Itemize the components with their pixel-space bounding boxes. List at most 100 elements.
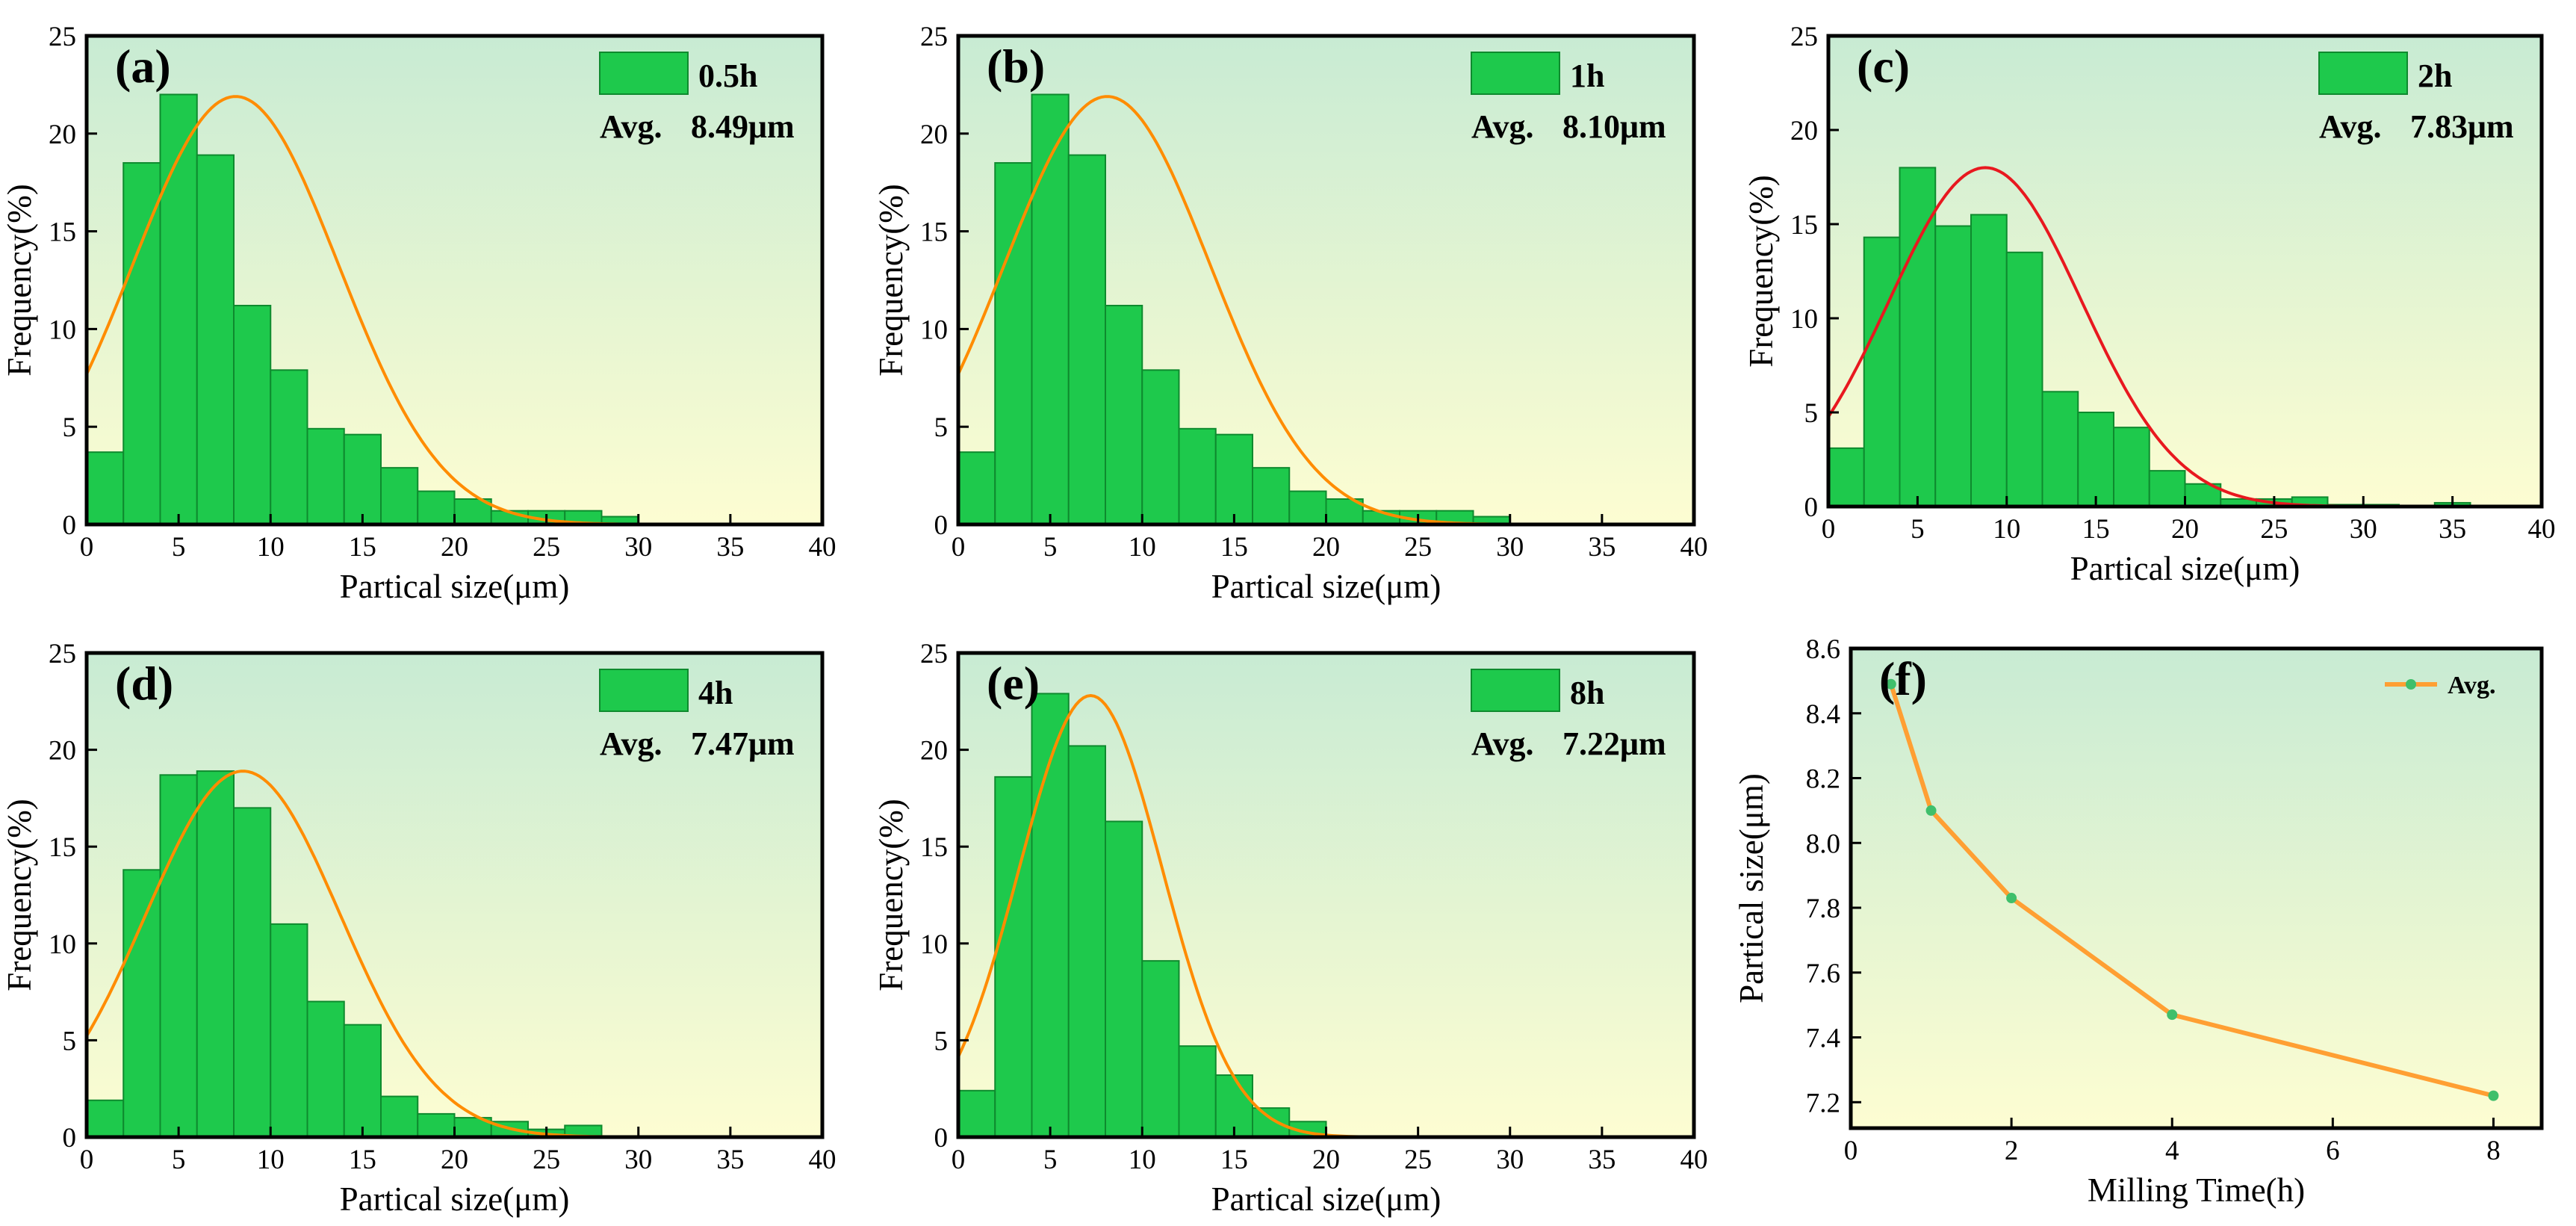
x-tick-label: 20 [441, 532, 468, 563]
x-tick-label: 6 [2326, 1136, 2340, 1166]
x-tick-label: 10 [1993, 514, 2020, 545]
histogram-bar [122, 162, 161, 525]
y-tick-label: 0 [63, 510, 77, 541]
histogram-bar [2041, 391, 2079, 508]
histogram-bar [122, 869, 161, 1138]
histogram-bar [958, 1089, 996, 1138]
chart-panel-e: 0 5 10 15 20 25 30 35 40 0 5 10 15 20 25 Partical size(… [872, 639, 1708, 1218]
histogram-bar [417, 490, 456, 526]
histogram-bar [1067, 745, 1106, 1138]
x-tick-label: 40 [2528, 514, 2556, 545]
legend-marker [2406, 679, 2416, 690]
histogram-bar [2148, 470, 2186, 507]
x-tick-label: 0 [80, 1145, 94, 1175]
avg-value: 8.10μm [1562, 108, 1666, 145]
x-axis-title: Partical size(μm) [2070, 550, 2300, 587]
histogram-bar [1178, 427, 1217, 525]
y-axis-title: Frequency(%) [1, 184, 38, 376]
legend-label: 2h [2418, 58, 2452, 94]
histogram-bar [1934, 225, 1972, 507]
x-tick-label: 5 [1911, 514, 1925, 545]
y-axis-title: Frequency(%) [872, 184, 910, 376]
y-tick-label: 15 [920, 832, 948, 863]
x-tick-label: 0 [80, 532, 94, 563]
x-axis-title: Partical size(μm) [1211, 1180, 1441, 1218]
avg-value: 7.22μm [1562, 725, 1666, 762]
y-tick-label: 20 [1790, 116, 1818, 146]
y-tick-label: 20 [49, 736, 76, 767]
histogram-bar [994, 162, 1033, 525]
legend-label: 8h [1570, 675, 1604, 711]
x-tick-label: 35 [1588, 1145, 1616, 1175]
histogram-bar [1067, 154, 1106, 526]
histogram-bar [343, 433, 382, 525]
chart-panel-c: 0 5 10 15 20 25 30 35 40 0 5 10 15 20 25 Partical size(… [1742, 22, 2556, 587]
x-tick-label: 5 [1043, 532, 1058, 563]
panel-label: (b) [987, 40, 1045, 93]
histogram-bar [1828, 447, 1865, 508]
histogram-bar [270, 923, 308, 1138]
avg-data-point [2167, 1009, 2178, 1021]
x-tick-label: 0 [952, 532, 966, 563]
x-axis-title: Milling Time(h) [2088, 1171, 2305, 1209]
x-tick-label: 20 [2171, 514, 2199, 545]
y-tick-label: 0 [63, 1123, 77, 1154]
histogram-bar [958, 451, 996, 526]
legend-swatch [599, 669, 689, 712]
plot-background [1851, 648, 2542, 1128]
y-tick-label: 25 [920, 639, 948, 669]
y-axis-title: Frequency(%) [1742, 175, 1780, 367]
panel-label: (a) [115, 40, 171, 93]
avg-data-point [1885, 678, 1896, 690]
y-tick-label: 25 [49, 22, 76, 52]
panel-label: (c) [1857, 40, 1910, 93]
x-tick-label: 25 [1404, 1145, 1432, 1175]
y-tick-label: 5 [934, 412, 949, 443]
x-tick-label: 25 [533, 1145, 560, 1175]
plot-frame [1849, 646, 2544, 1130]
y-axis-title: Frequency(%) [1, 799, 38, 991]
chart-panel-a: 0 5 10 15 20 25 30 35 40 0 5 10 15 20 25 Partical size(… [1, 22, 837, 605]
x-axis-title: Partical size(μm) [340, 1180, 570, 1218]
histogram-bar [233, 807, 272, 1138]
histogram-bar [1252, 467, 1291, 525]
histogram-bar [159, 774, 198, 1139]
histogram-bar [1899, 167, 1937, 507]
y-axis-title: Partical size(μm) [1733, 773, 1770, 1003]
histogram-bar [86, 1099, 125, 1138]
panel-label: (f) [1879, 652, 1927, 705]
y-tick-label: 20 [49, 120, 76, 150]
x-tick-label: 4 [2165, 1136, 2179, 1166]
x-tick-label: 40 [1680, 1145, 1708, 1175]
x-tick-label: 15 [2082, 514, 2110, 545]
y-tick-label: 5 [1804, 398, 1819, 429]
x-tick-label: 40 [1680, 532, 1708, 563]
histogram-bar [1252, 1107, 1291, 1138]
panel-label: (d) [115, 657, 173, 710]
histogram-bar [417, 1112, 456, 1138]
y-tick-label: 15 [920, 217, 948, 248]
histogram-bar [2113, 427, 2150, 507]
y-tick-label: 10 [920, 315, 948, 345]
x-axis-title: Partical size(μm) [340, 568, 570, 605]
avg-data-point [1925, 805, 1937, 816]
y-tick-label: 5 [934, 1026, 949, 1056]
x-tick-label: 35 [1588, 532, 1616, 563]
histogram-bar [86, 451, 125, 526]
histogram-bar [380, 467, 419, 525]
histogram-bar [306, 1000, 345, 1139]
avg-prefix: Avg. [2319, 108, 2382, 145]
y-tick-label: 5 [63, 1026, 77, 1056]
chart-panel-d: 0 5 10 15 20 25 30 35 40 0 5 10 15 20 25 Partical size(… [1, 639, 837, 1218]
chart-panel-b: 0 5 10 15 20 25 30 35 40 0 5 10 15 20 25 Partical size(… [872, 22, 1708, 605]
x-tick-label: 30 [624, 532, 652, 563]
avg-prefix: Avg. [1471, 725, 1534, 762]
histogram-bar [1141, 960, 1180, 1139]
histogram-bar [1105, 305, 1143, 525]
x-tick-label: 0 [1844, 1136, 1858, 1166]
histogram-bar [233, 305, 272, 525]
histogram-bar [1214, 433, 1253, 525]
histogram-bar [196, 770, 235, 1139]
x-axis-title: Partical size(μm) [1211, 568, 1441, 605]
y-tick-label: 20 [920, 120, 948, 150]
